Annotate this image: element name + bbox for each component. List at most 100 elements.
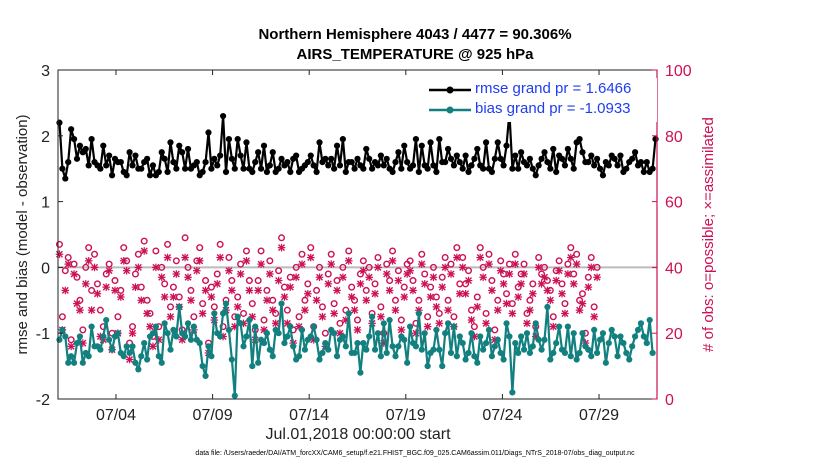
bias-point <box>331 330 338 337</box>
rmse-point <box>374 162 382 169</box>
bias-point <box>439 363 446 370</box>
rmse-point <box>377 152 384 159</box>
bias-point <box>269 353 276 360</box>
rmse-point <box>395 149 402 156</box>
rmse-point <box>436 135 443 143</box>
rmse-point <box>570 165 577 172</box>
obs-possible-point <box>316 263 324 271</box>
rmse-point <box>278 155 285 162</box>
obs-assimilated-point <box>488 286 496 295</box>
obs-assimilated-point <box>292 273 300 282</box>
obs-possible-point <box>219 323 227 331</box>
obs-possible-point <box>394 267 402 275</box>
rmse-point <box>222 168 230 176</box>
obs-assimilated-point <box>160 293 169 301</box>
obs-assimilated-point <box>201 286 210 295</box>
rmse-point <box>442 159 449 166</box>
rmse-point <box>106 152 113 159</box>
bias-point <box>509 389 516 396</box>
obs-assimilated-point <box>359 266 368 275</box>
bias-point <box>564 323 571 330</box>
obs-assimilated-point <box>257 260 265 268</box>
bias-point <box>167 346 174 353</box>
rmse-point <box>167 139 174 146</box>
x-tick-label: 07/14 <box>289 407 329 424</box>
legend-label-bias: bias grand pr = -1.0933 <box>475 100 631 117</box>
obs-assimilated-point <box>117 293 125 301</box>
rmse-point <box>322 155 329 162</box>
y-right-axis-label: # of obs: o=possible; ×=assimilated <box>700 117 717 352</box>
obs-possible-point <box>558 280 566 288</box>
obs-possible-point <box>96 306 104 314</box>
bias-point <box>500 356 507 363</box>
rmse-point <box>243 139 250 146</box>
obs-possible-point <box>520 260 528 268</box>
bias-point <box>316 356 323 363</box>
bias-point <box>576 349 583 357</box>
rmse-point <box>415 168 422 176</box>
bias-point <box>471 353 478 360</box>
obs-possible-point <box>549 313 557 321</box>
bias-point <box>424 363 431 370</box>
obs-assimilated-point <box>567 253 575 262</box>
rmse-point <box>547 165 554 172</box>
rmse-point <box>129 162 136 169</box>
bias-point <box>260 339 268 347</box>
obs-assimilated-point <box>540 273 549 282</box>
rmse-point <box>652 135 659 143</box>
obs-assimilated-point <box>529 289 537 298</box>
bias-point <box>123 343 130 350</box>
obs-possible-point <box>578 290 586 298</box>
obs-possible-point <box>228 277 236 285</box>
obs-possible-point <box>429 263 437 271</box>
obs-assimilated-point <box>534 263 543 272</box>
x-tick-label: 07/29 <box>579 407 619 424</box>
bias-point <box>518 333 525 340</box>
obs-possible-point <box>237 260 245 268</box>
obs-possible-point <box>555 257 563 265</box>
bias-point <box>59 326 66 334</box>
obs-assimilated-point <box>195 257 204 265</box>
rmse-point <box>558 155 566 162</box>
rmse-point <box>518 149 525 156</box>
obs-assimilated-point <box>564 270 572 278</box>
rmse-point <box>240 165 247 172</box>
obs-possible-point <box>266 257 274 265</box>
bias-point <box>278 300 285 307</box>
obs-possible-point <box>447 260 455 268</box>
rmse-point <box>614 162 621 169</box>
obs-assimilated-point <box>216 253 224 262</box>
obs-possible-point <box>590 303 598 311</box>
rmse-point <box>594 155 601 162</box>
rmse-point <box>462 152 469 159</box>
rmse-point <box>550 145 557 153</box>
bias-point <box>325 346 332 353</box>
obs-assimilated-point <box>590 312 598 321</box>
obs-assimilated-point <box>520 270 528 278</box>
bias-point <box>415 310 422 317</box>
bias-point <box>97 346 104 353</box>
obs-possible-point <box>467 306 475 314</box>
bias-point <box>333 353 341 360</box>
obs-assimilated-point <box>426 293 435 301</box>
bias-point <box>366 333 373 340</box>
rmse-point <box>360 165 367 172</box>
y-right-tick-label: 40 <box>665 260 683 277</box>
obs-assimilated-point <box>409 286 417 295</box>
obs-assimilated-point <box>514 293 523 301</box>
bias-point <box>646 316 653 324</box>
bias-point <box>108 346 116 353</box>
bias-point <box>243 333 250 340</box>
bias-point <box>187 336 195 343</box>
rmse-point <box>643 159 650 166</box>
obs-possible-point <box>85 244 93 252</box>
obs-possible-point <box>79 326 87 334</box>
bias-point <box>494 336 501 343</box>
bias-point <box>588 353 595 360</box>
legend: rmse grand pr = 1.6466 bias grand pr = -… <box>425 78 657 122</box>
obs-possible-point <box>140 237 148 245</box>
rmse-point <box>316 139 323 146</box>
obs-assimilated-point <box>266 270 274 278</box>
obs-assimilated-point <box>236 270 245 278</box>
bias-point <box>161 320 168 327</box>
